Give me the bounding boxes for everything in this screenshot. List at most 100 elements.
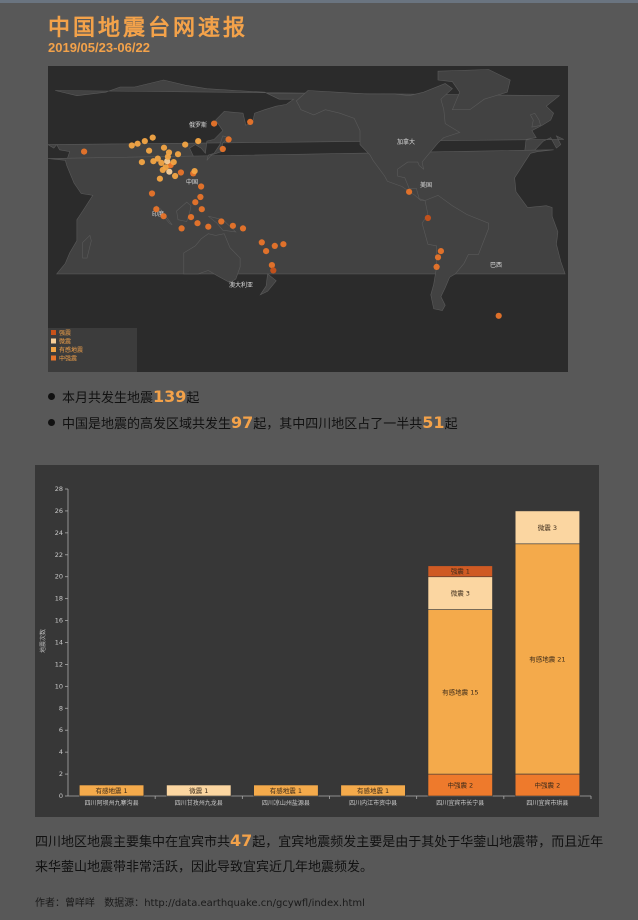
earthquake-marker[interactable]	[158, 159, 165, 166]
earthquake-marker[interactable]	[280, 241, 287, 248]
earthquake-marker[interactable]	[141, 138, 148, 145]
bar-segment[interactable]	[514, 543, 581, 775]
land-uk	[529, 112, 541, 128]
chart-background	[35, 465, 599, 817]
earthquake-marker[interactable]	[170, 159, 177, 166]
map-labels: 俄罗斯 中国 印度 澳大利亚 加拿大 美国 巴西	[152, 121, 502, 289]
earthquake-marker[interactable]	[138, 159, 145, 166]
earthquake-marker[interactable]	[166, 168, 173, 175]
earthquake-marker[interactable]	[174, 151, 182, 158]
earthquake-marker[interactable]	[198, 183, 205, 190]
land-africa	[48, 149, 566, 275]
earthquake-marker[interactable]	[191, 168, 198, 175]
land-borneo	[176, 201, 192, 222]
y-tick-label: 0	[59, 792, 63, 800]
bar-data-label: 强震 1	[451, 568, 470, 576]
earthquake-marker[interactable]	[406, 188, 413, 195]
earthquake-marker[interactable]	[162, 164, 169, 171]
bar-segment[interactable]	[427, 576, 493, 610]
y-tick-label: 8	[59, 704, 63, 712]
earthquake-marker[interactable]	[146, 147, 153, 154]
footer: 作者：曾咩咩 数据源：http://data.earthquake.cn/gcy…	[35, 894, 371, 909]
earthquake-marker[interactable]	[178, 225, 185, 232]
earthquake-marker[interactable]	[495, 312, 502, 319]
earthquake-marker[interactable]	[192, 199, 199, 206]
earthquake-marker[interactable]	[81, 148, 88, 155]
earthquake-marker[interactable]	[177, 169, 184, 176]
earthquake-marker[interactable]	[270, 267, 277, 274]
y-tick-label: 16	[55, 617, 63, 625]
land-greenland	[437, 69, 511, 111]
earthquake-marker[interactable]	[433, 263, 440, 270]
stat-china: 中国是地震的高发区域共发生97起，其中四川地区占了一半共51起	[48, 410, 458, 436]
legend-swatch	[51, 338, 56, 344]
source-link[interactable]: http://data.earthquake.cn/gcywfl/index.h…	[144, 898, 365, 909]
earthquake-marker[interactable]	[195, 138, 202, 145]
map-legend-box	[48, 328, 137, 372]
bar-segment[interactable]	[514, 510, 581, 545]
earthquake-marker[interactable]	[225, 136, 232, 143]
x-tick-label: 四川宜宾市珙县	[526, 799, 568, 807]
bar-data-label: 中强震 2	[447, 781, 473, 790]
earthquake-marker[interactable]	[160, 144, 168, 151]
earthquake-marker[interactable]	[134, 140, 141, 147]
earthquake-marker[interactable]	[205, 223, 212, 230]
earthquake-marker[interactable]	[153, 206, 160, 213]
x-tick-label: 四川凉山州盐源县	[262, 799, 310, 807]
bar-segment[interactable]	[427, 565, 493, 578]
bar-segment[interactable]	[427, 609, 493, 775]
stat-total-suffix: 起	[186, 391, 200, 406]
y-tick-label: 20	[55, 573, 63, 581]
y-tick-label: 22	[55, 551, 63, 559]
earthquake-marker[interactable]	[187, 214, 195, 221]
earthquake-marker[interactable]	[197, 193, 204, 201]
stat-china-mid: 起，其中四川地区占了一半共	[253, 417, 423, 432]
earthquake-marker[interactable]	[148, 190, 156, 197]
author-label: 作者：	[35, 898, 65, 909]
earthquake-marker[interactable]	[239, 225, 247, 232]
earthquake-marker[interactable]	[218, 218, 225, 225]
map-land	[48, 69, 566, 311]
bar-segment[interactable]	[166, 784, 232, 797]
legend-label: 微震	[59, 338, 71, 346]
bar-segment[interactable]	[340, 784, 406, 797]
bar-segment[interactable]	[78, 784, 145, 797]
bar-segment[interactable]	[253, 784, 319, 797]
land-samerica	[421, 194, 489, 311]
earthquake-marker[interactable]	[172, 172, 179, 180]
bar-data-label: 微震 3	[538, 523, 557, 532]
legend-swatch	[51, 355, 56, 361]
earthquake-marker[interactable]	[258, 239, 265, 246]
earthquake-marker[interactable]	[156, 175, 163, 182]
earthquake-marker[interactable]	[160, 213, 167, 220]
earthquake-marker[interactable]	[263, 248, 270, 255]
earthquake-marker[interactable]	[150, 158, 157, 165]
stat-china-prefix: 中国是地震的高发区域共发生	[62, 417, 232, 432]
map-label-usa: 美国	[420, 181, 432, 189]
legend-label: 强震	[59, 330, 71, 337]
earthquake-marker[interactable]	[194, 220, 201, 227]
bar-data-label: 有感地震 1	[357, 786, 389, 795]
earthquake-marker[interactable]	[268, 262, 275, 269]
earthquake-marker[interactable]	[149, 134, 156, 141]
stat-china-number: 97	[231, 413, 254, 432]
land-namerica	[296, 83, 461, 201]
earthquake-marker[interactable]	[424, 214, 431, 222]
earthquake-marker[interactable]	[211, 120, 218, 127]
earthquake-marker[interactable]	[437, 248, 444, 255]
earthquake-marker[interactable]	[247, 118, 254, 125]
earthquake-marker[interactable]	[271, 242, 278, 249]
earthquake-marker[interactable]	[182, 141, 189, 148]
y-tick-label: 28	[55, 485, 63, 493]
y-tick-label: 4	[59, 748, 63, 756]
earthquake-marker[interactable]	[128, 142, 135, 149]
earthquake-marker[interactable]	[198, 206, 205, 213]
y-tick-label: 24	[55, 529, 63, 537]
map-label-india: 印度	[152, 210, 164, 218]
earthquake-marker[interactable]	[434, 254, 442, 261]
earthquake-marker[interactable]	[164, 153, 171, 160]
earthquake-marker[interactable]	[219, 145, 226, 153]
earthquake-marker[interactable]	[229, 222, 236, 229]
